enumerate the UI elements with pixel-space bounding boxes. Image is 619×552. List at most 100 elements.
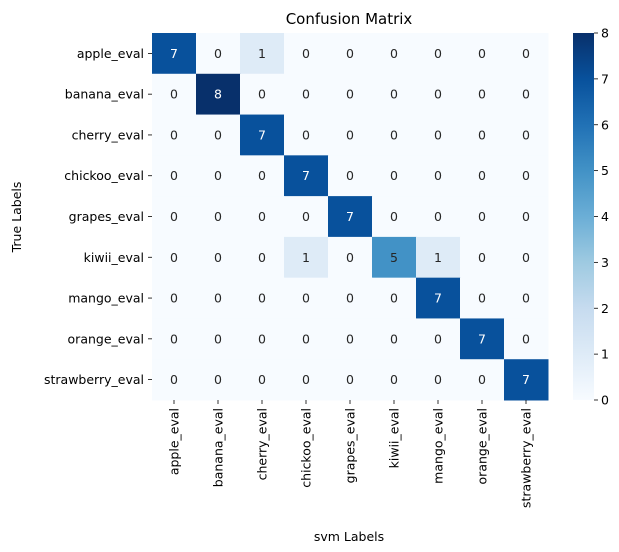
y-tick-label: mango_eval (68, 291, 144, 306)
heatmap-cell-r7-c3 (284, 318, 329, 360)
heatmap-cell-r8-c7 (460, 359, 505, 401)
colorbar-tick-label: 0 (601, 393, 609, 408)
cell-value-r5-c5: 5 (390, 250, 398, 265)
heatmap-cell-r0-c5 (372, 33, 417, 75)
cell-value-r4-c4: 7 (346, 209, 354, 224)
heatmap-cell-r6-c3 (284, 277, 329, 319)
colorbar-tick-label: 4 (601, 209, 609, 224)
cell-value-r0-c4: 0 (346, 46, 354, 61)
heatmap-cell-r7-c7 (460, 318, 505, 360)
cell-value-r3-c5: 0 (390, 168, 398, 183)
cell-value-r1-c8: 0 (522, 87, 530, 102)
heatmap-cell-r8-c5 (372, 359, 417, 401)
cell-value-r0-c5: 0 (390, 46, 398, 61)
heatmap-cell-r0-c0 (152, 33, 197, 75)
cell-value-r7-c1: 0 (214, 331, 222, 346)
y-tick-label: kiwii_eval (84, 250, 144, 265)
cell-value-r8-c5: 0 (390, 372, 398, 387)
cell-value-r1-c1: 8 (214, 87, 222, 102)
colorbar-tick-label: 6 (601, 117, 609, 132)
x-tick-label: chickoo_eval (299, 408, 314, 488)
cell-value-r1-c5: 0 (390, 87, 398, 102)
cell-value-r8-c8: 7 (522, 372, 530, 387)
cell-value-r4-c0: 0 (170, 209, 178, 224)
cell-value-r1-c0: 0 (170, 87, 178, 102)
cell-value-r5-c3: 1 (302, 250, 310, 265)
heatmap-cell-r8-c6 (416, 359, 461, 401)
cell-value-r6-c0: 0 (170, 291, 178, 306)
x-tick-label: mango_eval (431, 408, 446, 484)
cell-value-r6-c7: 0 (478, 291, 486, 306)
cell-value-r2-c2: 7 (258, 127, 266, 142)
heatmap-cell-r5-c4 (328, 236, 373, 279)
heatmap-cell-r3-c0 (152, 155, 197, 197)
cell-value-r2-c6: 0 (434, 127, 442, 142)
heatmap-cell-r4-c1 (196, 196, 241, 238)
heatmap-cell-r4-c8 (504, 196, 549, 238)
heatmap-cell-r6-c4 (328, 277, 373, 319)
heatmap-cell-r3-c5 (372, 155, 417, 197)
heatmap-cell-r6-c5 (372, 277, 417, 319)
heatmap-cell-r3-c8 (504, 155, 549, 197)
heatmap-cell-r3-c7 (460, 155, 505, 197)
cell-value-r5-c6: 1 (434, 250, 442, 265)
cell-value-r0-c7: 0 (478, 46, 486, 61)
heatmap-cells: 7 0 1 0 0 0 0 0 0 0 8 0 0 0 0 0 0 0 0 0 7 0 0 0 0 0 0 0 0 0 7 0 0 0 0 0 0 0 0 0… (152, 33, 549, 401)
heatmap-cell-r7-c0 (152, 318, 197, 360)
heatmap-cell-r2-c1 (196, 114, 241, 156)
cell-value-r2-c7: 0 (478, 127, 486, 142)
heatmap-cell-r0-c8 (504, 33, 549, 75)
cell-value-r2-c8: 0 (522, 127, 530, 142)
heatmap-cell-r1-c5 (372, 73, 417, 116)
heatmap-cell-r6-c2 (240, 277, 285, 319)
colorbar-tick-label: 2 (601, 301, 609, 316)
x-tick-label: apple_eval (167, 408, 182, 475)
heatmap-cell-r2-c0 (152, 114, 197, 156)
heatmap-cell-r6-c7 (460, 277, 505, 319)
heatmap-cell-r7-c8 (504, 318, 549, 360)
x-tick-labels: apple_eval banana_eval cherry_eval chickoo_… (167, 400, 534, 508)
heatmap-cell-r4-c4 (328, 196, 373, 238)
heatmap-cell-r6-c1 (196, 277, 241, 319)
colorbar-tick-label: 1 (601, 347, 609, 362)
cell-value-r3-c3: 7 (302, 168, 310, 183)
heatmap-cell-r7-c6 (416, 318, 461, 360)
heatmap-cell-r3-c6 (416, 155, 461, 197)
heatmap-cell-r8-c3 (284, 359, 329, 401)
heatmap-cell-r5-c5 (372, 236, 417, 279)
cell-value-r2-c1: 0 (214, 127, 222, 142)
cell-value-r0-c0: 7 (170, 46, 178, 61)
heatmap-cell-r1-c7 (460, 73, 505, 116)
y-tick-label: cherry_eval (72, 127, 144, 142)
cell-value-r0-c3: 0 (302, 46, 310, 61)
cell-value-r3-c7: 0 (478, 168, 486, 183)
heatmap-cell-r3-c1 (196, 155, 241, 197)
cell-value-r5-c4: 0 (346, 250, 354, 265)
cell-value-r3-c6: 0 (434, 168, 442, 183)
y-tick-label: apple_eval (77, 46, 144, 61)
cell-value-r8-c1: 0 (214, 372, 222, 387)
cell-value-r3-c4: 0 (346, 168, 354, 183)
heatmap-cell-r0-c3 (284, 33, 329, 75)
heatmap-cell-r2-c6 (416, 114, 461, 156)
heatmap-cell-r4-c3 (284, 196, 329, 238)
heatmap-cell-r1-c8 (504, 73, 549, 116)
cell-value-r8-c4: 0 (346, 372, 354, 387)
cell-value-r7-c3: 0 (302, 331, 310, 346)
heatmap-cell-r4-c6 (416, 196, 461, 238)
heatmap-cell-r6-c0 (152, 277, 197, 319)
colorbar-tick-label: 5 (601, 163, 609, 178)
heatmap-cell-r2-c7 (460, 114, 505, 156)
heatmap-cell-r7-c4 (328, 318, 373, 360)
cell-value-r0-c8: 0 (522, 46, 530, 61)
heatmap-cell-r5-c8 (504, 236, 549, 279)
cell-value-r5-c0: 0 (170, 250, 178, 265)
cell-value-r0-c6: 0 (434, 46, 442, 61)
heatmap-cell-r8-c0 (152, 359, 197, 401)
heatmap-cell-r2-c4 (328, 114, 373, 156)
heatmap-cell-r1-c2 (240, 73, 285, 116)
heatmap-cell-r2-c2 (240, 114, 285, 156)
cell-value-r2-c5: 0 (390, 127, 398, 142)
x-tick-label: orange_eval (475, 408, 490, 484)
